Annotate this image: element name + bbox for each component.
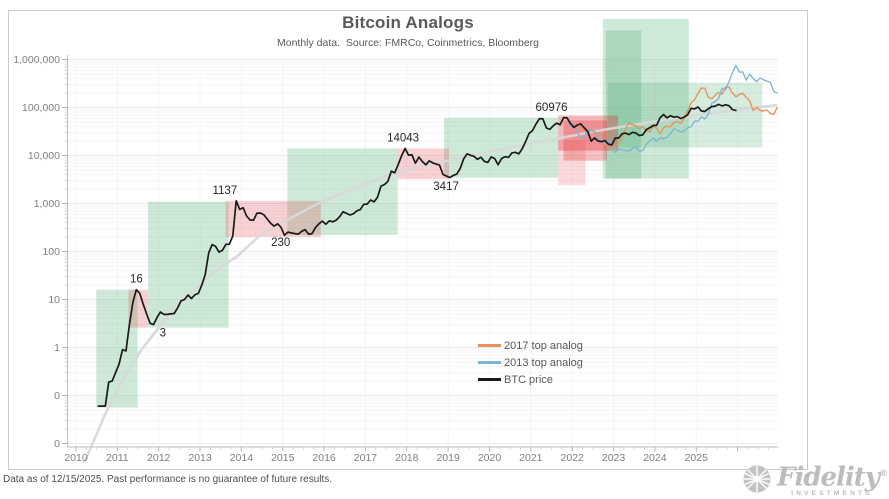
x-axis-tick-label: 2010 (64, 452, 88, 464)
registered-mark: ® (878, 469, 888, 479)
chart-frame (8, 10, 808, 470)
x-axis-tick-label: 2019 (436, 452, 460, 464)
fidelity-pyramid-icon (743, 465, 771, 493)
y-axis-tick-label: 100,000 (22, 102, 60, 114)
legend-label: BTC price (504, 373, 553, 386)
fidelity-name: Fidelity® (777, 462, 888, 493)
annotation-14043: 14043 (387, 132, 419, 144)
green-analog-box (444, 117, 559, 178)
fidelity-investments-label: INVESTMENTS (791, 489, 873, 497)
series-line-btc-price (97, 103, 737, 407)
legend: 2017 top analog 2013 top analog BTC pric… (478, 337, 583, 388)
x-axis-tick-label: 2011 (106, 452, 129, 464)
legend-item-2017-top-analog: 2017 top analog (478, 337, 583, 354)
legend-line-swatch-black (478, 378, 501, 381)
x-axis-tick-label: 2025 (685, 452, 709, 464)
fidelity-logo: Fidelity® INVESTMENTS (741, 461, 888, 497)
green-analog-box (147, 201, 229, 328)
annotation-16: 16 (130, 274, 143, 286)
annotation-230: 230 (271, 237, 290, 249)
x-axis-tick-label: 2012 (147, 452, 171, 464)
y-axis-tick-label: 10,000 (28, 150, 60, 162)
red-analog-box (225, 200, 321, 238)
fidelity-wordmark: Fidelity® INVESTMENTS (777, 461, 888, 497)
chart-subtitle: Monthly data. Source: FMRCo, Coinmetrics… (276, 37, 539, 49)
footnote: Data as of 12/15/2025. Past performance … (3, 474, 333, 485)
y-axis-tick-label: 0 (54, 438, 60, 450)
annotation-3: 3 (160, 328, 166, 340)
legend-label: 2017 top analog (504, 339, 583, 352)
red-analog-box (397, 148, 449, 180)
y-axis-tick-label: 1,000 (34, 198, 60, 210)
y-axis-tick-label: 10 (48, 294, 60, 306)
legend-line-swatch-blue (478, 361, 501, 364)
x-axis-tick-label: 2018 (395, 452, 419, 464)
annotation-1137: 1137 (212, 185, 237, 197)
legend-item-2013-top-analog: 2013 top analog (478, 354, 583, 371)
x-axis-tick-label: 2020 (478, 452, 502, 464)
annotation-3417: 3417 (433, 181, 459, 193)
legend-item-btc-price: BTC price (478, 371, 583, 388)
red-analog-box (558, 140, 586, 186)
x-axis-tick-label: 2017 (354, 452, 378, 464)
x-axis-tick-label: 2021 (519, 452, 543, 464)
series-line-2017-top-analog (566, 86, 778, 148)
y-axis-tick-label: 0 (54, 390, 60, 402)
green-analog-box (605, 30, 642, 179)
x-axis-tick-label: 2023 (602, 452, 626, 464)
x-axis-tick-label: 2022 (561, 452, 585, 464)
y-axis-tick-label: 1 (54, 342, 60, 354)
y-axis-tick-label: 100 (42, 246, 60, 258)
x-axis-tick-label: 2014 (230, 452, 254, 464)
y-axis-tick-label: 1,000,000 (13, 54, 60, 66)
x-axis-tick-label: 2024 (643, 452, 667, 464)
legend-label: 2013 top analog (504, 356, 583, 369)
annotation-60976: 60976 (536, 102, 568, 114)
green-analog-box (602, 18, 689, 179)
x-axis-tick-label: 2016 (312, 452, 336, 464)
legend-line-swatch-orange (478, 344, 501, 347)
x-axis-tick-label: 2013 (188, 452, 212, 464)
x-axis-tick-label: 2015 (271, 452, 295, 464)
chart-title: Bitcoin Analogs (342, 13, 474, 32)
